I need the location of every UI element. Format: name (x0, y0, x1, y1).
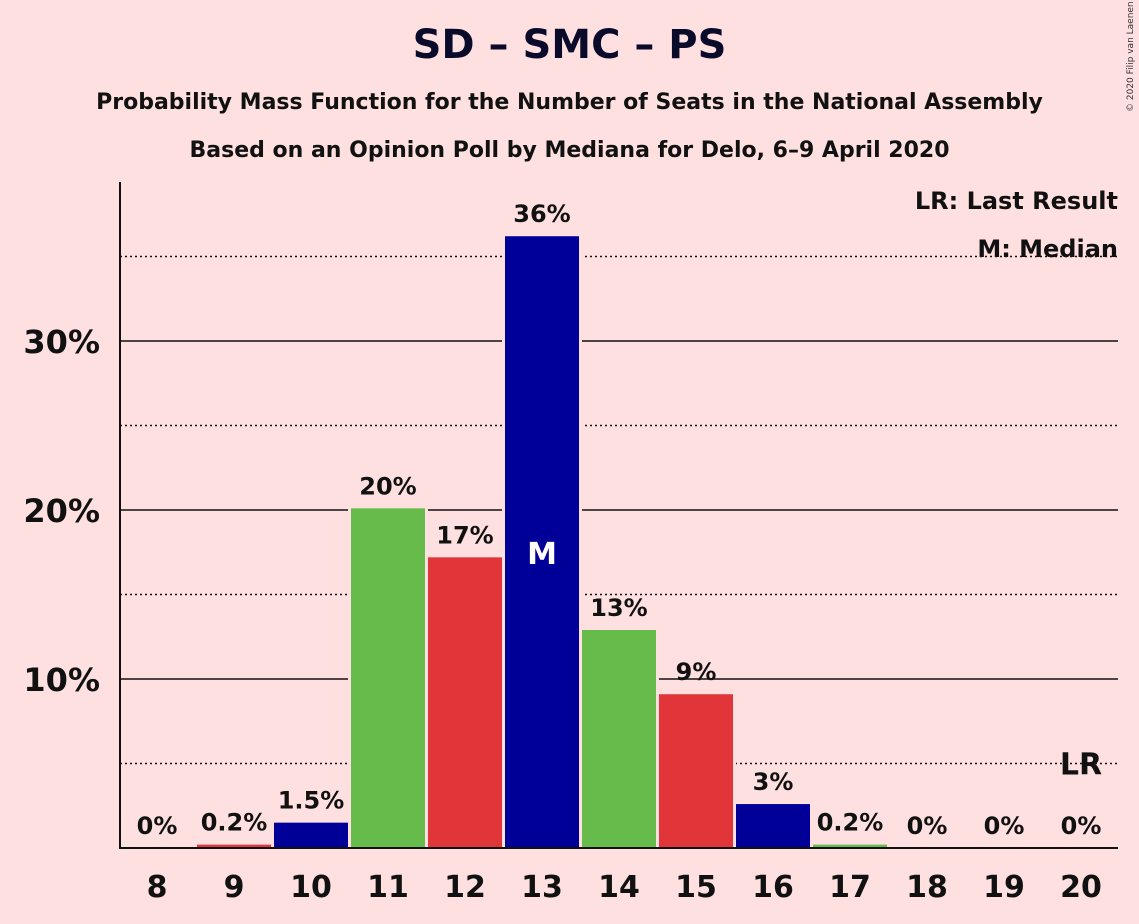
x-tick-label: 11 (367, 870, 409, 905)
x-tick-label: 20 (1060, 870, 1102, 905)
last-result-marker: LR (1060, 748, 1102, 783)
x-tick-label: 18 (906, 870, 948, 905)
x-tick-label: 19 (983, 870, 1025, 905)
bar-value-label: 0% (984, 812, 1025, 840)
x-tick-label: 8 (147, 870, 168, 905)
bar-seat-16 (736, 804, 810, 848)
median-marker: M (527, 537, 557, 572)
x-tick-label: 16 (752, 870, 794, 905)
bar-seat-9 (197, 844, 271, 848)
y-tick-label: 30% (23, 323, 100, 361)
bar-labels: 0% 0.2% 1.5% 20% 17% 36% M 13% 9% 3% 0.2% 0% 0% 0% LR (137, 200, 1102, 840)
bar-value-label: 0.2% (201, 809, 268, 837)
bar-value-label: 36% (513, 200, 570, 228)
bar-seat-15 (659, 694, 733, 848)
legend-last-result: LR: Last Result (915, 187, 1118, 215)
chart-subtitle: Probability Mass Function for the Number… (96, 90, 1043, 115)
bar-seat-12 (428, 557, 502, 848)
x-tick-label: 17 (829, 870, 871, 905)
bar-seat-11 (351, 508, 425, 848)
chart-source-line: Based on an Opinion Poll by Mediana for … (189, 138, 950, 163)
bar-value-label: 20% (359, 472, 416, 500)
gridlines (120, 255, 1118, 765)
bar-value-label: 9% (676, 658, 717, 686)
y-tick-label: 20% (23, 492, 100, 530)
axes: 10% 20% 30% 8 9 10 11 12 13 14 15 16 17 18 19 20 (23, 182, 1118, 905)
y-tick-label: 10% (23, 661, 100, 699)
bar-value-label: 17% (436, 521, 493, 549)
bar-value-label: 1.5% (278, 787, 345, 815)
x-tick-label: 15 (675, 870, 717, 905)
bar-value-label: 13% (590, 594, 647, 622)
bar-value-label: 0% (907, 812, 948, 840)
x-tick-label: 9 (224, 870, 245, 905)
bar-seat-10 (274, 822, 348, 848)
x-tick-label: 10 (290, 870, 332, 905)
bar-value-label: 0.2% (817, 809, 884, 837)
x-tick-label: 13 (521, 870, 563, 905)
bar-seat-17 (813, 844, 887, 848)
x-tick-label: 14 (598, 870, 640, 905)
bar-seat-14 (582, 629, 656, 848)
x-tick-label: 12 (444, 870, 486, 905)
bar-value-label: 0% (137, 812, 178, 840)
bars (194, 233, 890, 849)
chart-title: SD – SMC – PS (412, 22, 727, 68)
legend-median: M: Median (977, 235, 1118, 263)
bar-seat-13 (505, 236, 579, 849)
bar-value-label: 0% (1061, 812, 1102, 840)
bar-value-label: 3% (753, 768, 794, 796)
